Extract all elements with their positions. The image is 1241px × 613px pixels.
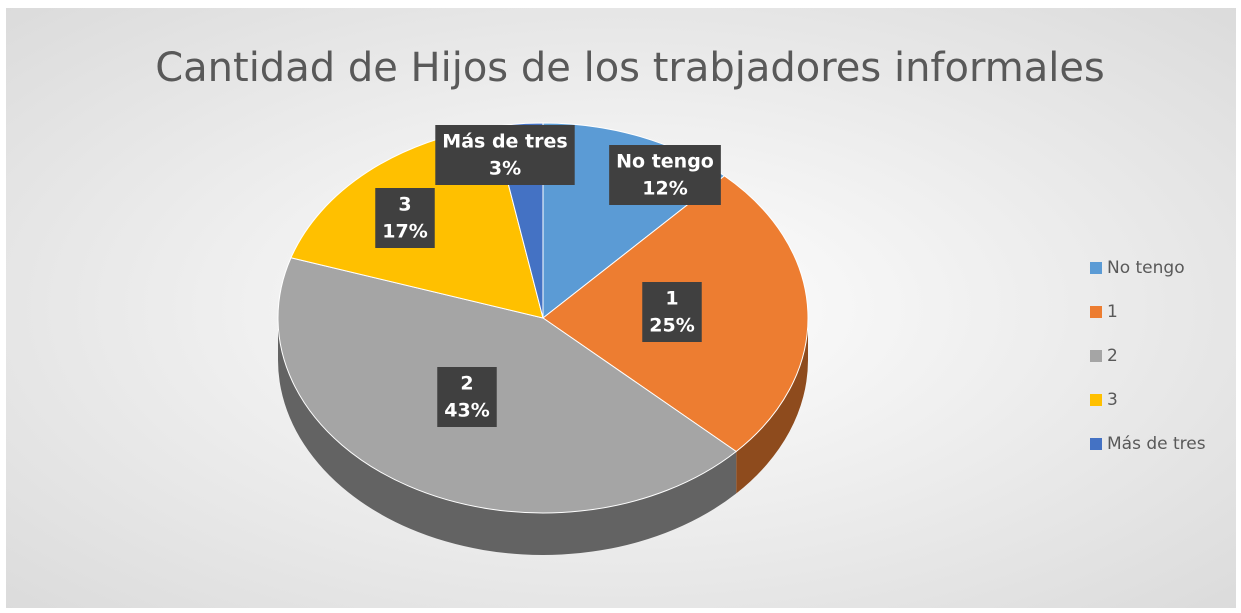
data-label-value: 43%	[444, 400, 489, 422]
chart-title: Cantidad de Hijos de los trabjadores inf…	[155, 45, 1105, 91]
legend-swatch	[1090, 394, 1102, 406]
data-label-category: 3	[398, 194, 411, 216]
data-label-category: 2	[460, 373, 473, 395]
data-label-box	[435, 125, 575, 185]
legend-swatch	[1090, 350, 1102, 362]
pie-slice	[277, 257, 738, 514]
data-label-category: No tengo	[616, 151, 714, 173]
legend-swatch	[1090, 262, 1102, 274]
pie-side	[278, 318, 737, 555]
data-label-category: Más de tres	[442, 131, 567, 153]
legend-swatch	[1090, 306, 1102, 318]
data-label-box	[375, 188, 435, 248]
data-label: 243%	[437, 367, 497, 427]
data-label-value: 12%	[642, 178, 687, 200]
legend-label: 2	[1107, 346, 1118, 366]
legend-label: No tengo	[1107, 258, 1185, 278]
data-label: Más de tres 3%	[435, 125, 575, 185]
data-label-box	[437, 367, 497, 427]
legend-label: 3	[1107, 390, 1118, 410]
data-label: 317%	[375, 188, 435, 248]
data-label-value: 17%	[382, 221, 427, 243]
data-label: 125%	[642, 282, 702, 342]
data-label-value: 3%	[489, 158, 521, 180]
data-label-box	[609, 145, 721, 205]
legend-label: 1	[1107, 302, 1118, 322]
pie-side	[736, 318, 808, 494]
data-label-value: 25%	[649, 315, 694, 337]
legend-label: Más de tres	[1107, 434, 1206, 454]
data-label-box	[642, 282, 702, 342]
data-label-category: 1	[665, 288, 678, 310]
legend-swatch	[1090, 438, 1102, 450]
data-label: No tengo 12%	[609, 145, 721, 205]
